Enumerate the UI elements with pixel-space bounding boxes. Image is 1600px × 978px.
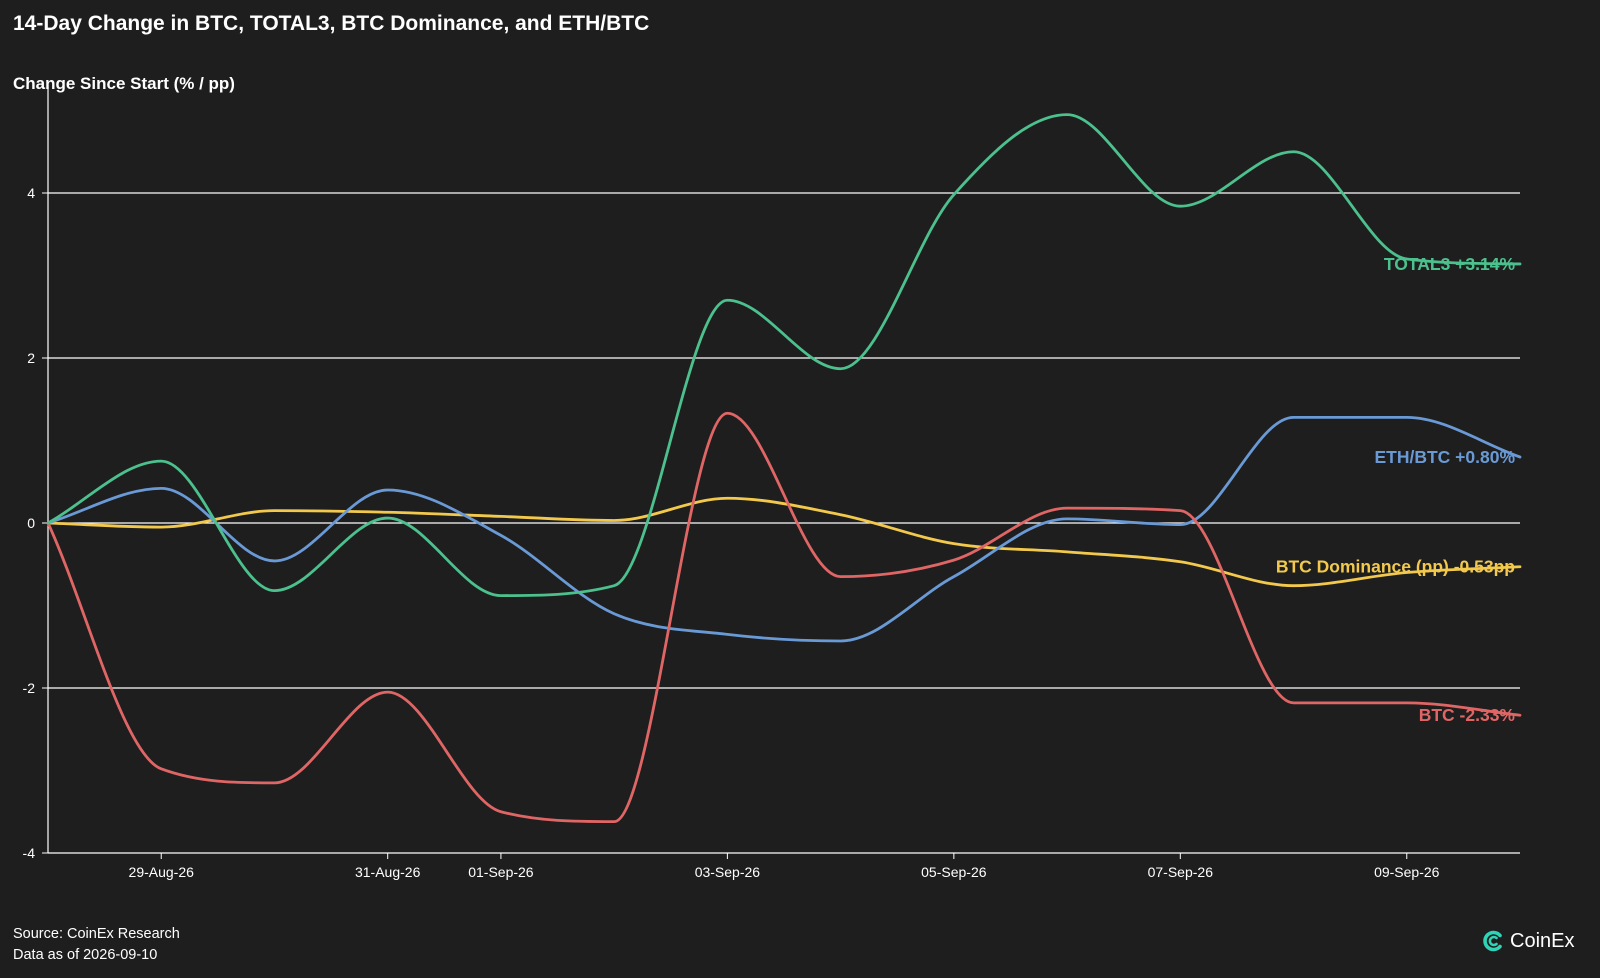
source-note: Source: CoinEx Research [13, 926, 180, 942]
y-tick-label: 2 [27, 350, 35, 366]
y-tick-label: 0 [27, 515, 35, 531]
x-tick-label: 01-Sep-26 [468, 864, 534, 880]
logo-text: CoinEx [1510, 929, 1575, 952]
y-tick-label: -2 [23, 680, 36, 696]
series-end-label: BTC -2.33% [1419, 705, 1516, 725]
brand-logo: CoinEx [1480, 928, 1574, 954]
series-line-btc-dominance-pp [46, 496, 1522, 588]
series-end-label: BTC Dominance (pp) -0.53pp [1276, 557, 1515, 577]
series-line-btc [46, 411, 1522, 824]
chart-footer: Source: CoinEx Research Data as of 2026-… [13, 924, 180, 966]
x-tick-label: 07-Sep-26 [1148, 864, 1214, 880]
x-tick-label: 31-Aug-26 [355, 864, 421, 880]
y-axis-label: Change Since Start (% / pp) [13, 74, 235, 93]
data-date-note: Data as of 2026-09-10 [13, 947, 158, 963]
x-tick-label: 03-Sep-26 [695, 864, 761, 880]
axis-layer: -4 -2 0 2 4 29-Aug-26 31-Aug-26 01-Sep-26 03-Sep… [23, 85, 1520, 880]
series-layer [46, 113, 1522, 824]
coinex-logo-icon [1483, 930, 1502, 952]
x-tick-label: 09-Sep-26 [1374, 864, 1440, 880]
grid-layer [48, 192, 1520, 689]
x-tick-label: 29-Aug-26 [129, 864, 195, 880]
x-tick-label: 05-Sep-26 [921, 864, 987, 880]
series-line-eth-btc [46, 415, 1522, 643]
series-end-label: ETH/BTC +0.80% [1374, 447, 1515, 467]
chart-title: 14-Day Change in BTC, TOTAL3, BTC Domina… [13, 12, 650, 35]
series-line-total3 [46, 113, 1522, 597]
series-end-label: TOTAL3 +3.14% [1384, 254, 1516, 274]
y-tick-label: -4 [23, 845, 36, 861]
series-label-layer: TOTAL3 +3.14% ETH/BTC +0.80% BTC Dominance… [1276, 254, 1516, 725]
y-tick-label: 4 [27, 185, 35, 201]
